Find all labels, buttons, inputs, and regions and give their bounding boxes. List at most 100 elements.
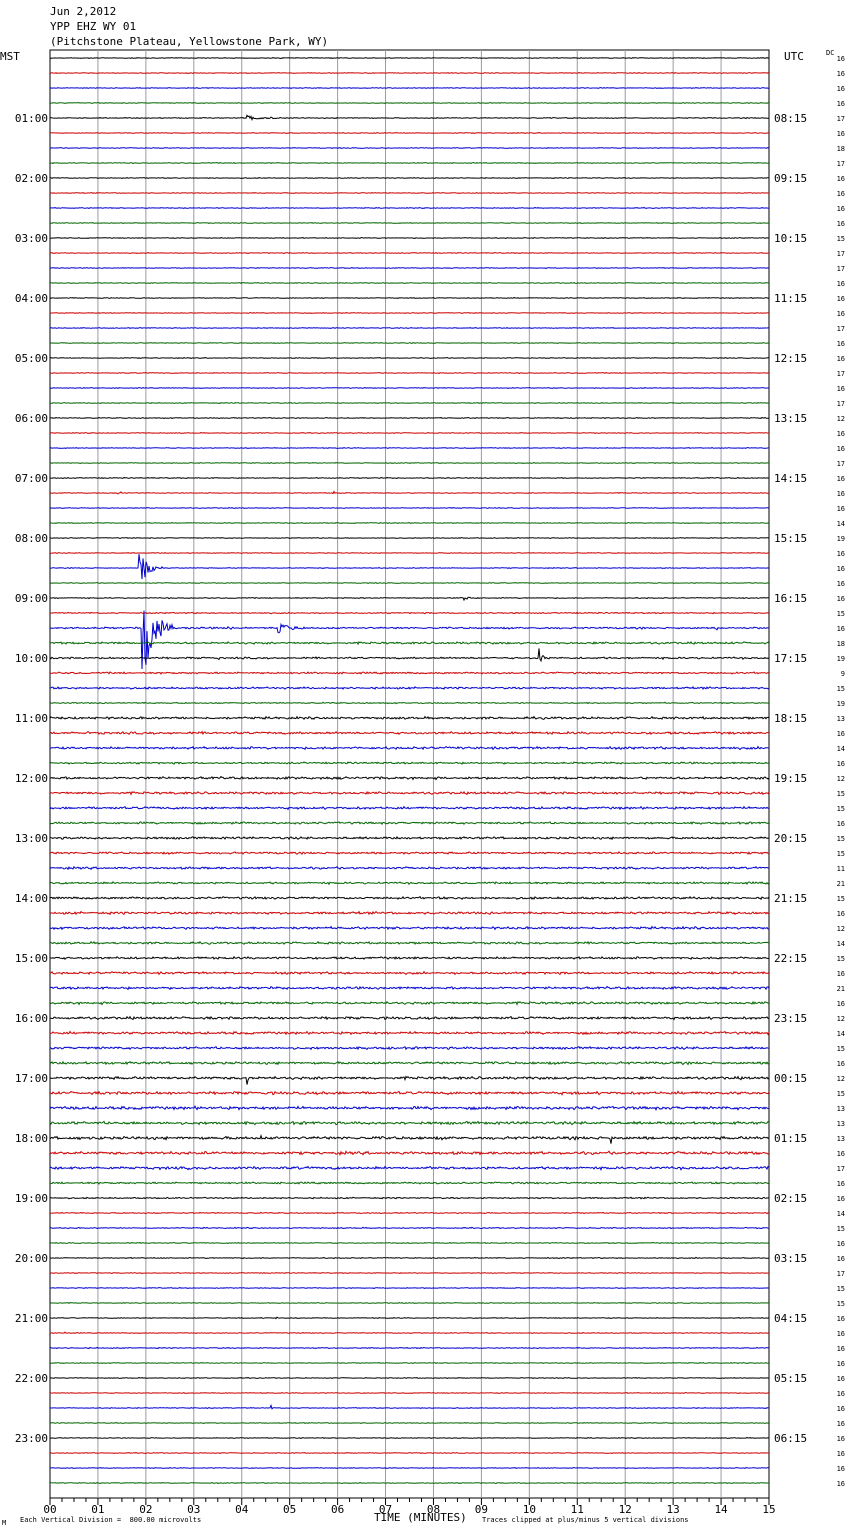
utc-hour-label: 06:15 — [774, 1432, 807, 1445]
trace-row-41 — [50, 671, 770, 675]
dc-offset-value: 14 — [837, 1210, 845, 1218]
dc-offset-value: 13 — [837, 1120, 845, 1128]
dc-offset-value: 15 — [837, 610, 845, 618]
dc-offset-value: 15 — [837, 685, 845, 693]
trace-row-25 — [49, 431, 770, 434]
utc-hour-label: 00:15 — [774, 1072, 807, 1085]
trace-row-89 — [49, 1392, 770, 1394]
dc-offset-value: 17 — [837, 1165, 845, 1173]
mst-hour-label: 22:00 — [15, 1372, 48, 1385]
dc-offset-value: 12 — [837, 1015, 845, 1023]
trace-row-68 — [49, 1075, 770, 1085]
x-tick-label: 09 — [475, 1503, 488, 1516]
dc-offset-value: 15 — [837, 1090, 845, 1098]
trace-row-5 — [49, 132, 770, 134]
trace-row-47 — [49, 761, 770, 765]
x-tick-label: 01 — [91, 1503, 104, 1516]
trace-row-36 — [50, 596, 770, 602]
dc-offset-value: 17 — [837, 115, 845, 123]
trace-row-44 — [49, 715, 770, 721]
mst-hour-label: 06:00 — [15, 412, 48, 425]
trace-row-90 — [49, 1403, 769, 1410]
dc-offset-value: 13 — [837, 715, 845, 723]
utc-hour-label: 23:15 — [774, 1012, 807, 1025]
dc-offset-value: 14 — [837, 1030, 845, 1038]
dc-offset-value: 16 — [837, 625, 845, 633]
trace-row-84 — [49, 1316, 770, 1320]
trace-row-64 — [50, 1015, 770, 1021]
dc-offset-value: 16 — [837, 760, 845, 768]
dc-offset-value: 17 — [837, 370, 845, 378]
mst-hour-label: 08:00 — [15, 532, 48, 545]
dc-offset-value: 14 — [837, 940, 845, 948]
trace-row-19 — [49, 342, 770, 344]
mst-hour-label: 09:00 — [15, 592, 48, 605]
trace-row-66 — [49, 1045, 770, 1051]
trace-row-40 — [49, 648, 770, 663]
x-tick-label: 13 — [667, 1503, 680, 1516]
trace-row-16 — [49, 296, 770, 299]
x-tick-label: 11 — [571, 1503, 584, 1516]
trace-row-1 — [49, 72, 770, 74]
x-tick-label: 00 — [43, 1503, 56, 1516]
plot-frame — [49, 49, 770, 1499]
trace-row-32 — [49, 537, 770, 539]
dc-offset-value: 16 — [837, 220, 845, 228]
dc-offset-value: 12 — [837, 775, 845, 783]
trace-row-92 — [49, 1436, 770, 1439]
trace-row-9 — [49, 192, 769, 194]
dc-offset-value: 16 — [837, 1465, 845, 1473]
dc-offset-value: 16 — [837, 355, 845, 363]
dc-offset-value: 16 — [837, 1480, 845, 1488]
trace-row-24 — [49, 416, 770, 420]
trace-row-49 — [49, 790, 770, 796]
trace-row-82 — [49, 1286, 769, 1290]
utc-hour-label: 20:15 — [774, 832, 807, 845]
dc-offset-value: 16 — [837, 910, 845, 918]
trace-row-45 — [49, 730, 769, 736]
mst-hour-label: 11:00 — [15, 712, 48, 725]
mst-hour-label: 23:00 — [15, 1432, 48, 1445]
utc-hour-label: 15:15 — [774, 532, 807, 545]
trace-row-28 — [49, 476, 770, 480]
trace-row-18 — [49, 327, 770, 329]
trace-row-11 — [50, 222, 770, 224]
trace-row-29 — [49, 490, 770, 495]
dc-offset-value: 16 — [837, 100, 845, 108]
dc-offset-value: 15 — [837, 1285, 845, 1293]
trace-row-12 — [49, 237, 770, 239]
utc-hour-label: 05:15 — [774, 1372, 807, 1385]
trace-row-67 — [49, 1060, 770, 1066]
dc-offset-value: 16 — [837, 175, 845, 183]
trace-row-30 — [49, 507, 770, 509]
dc-offset-value: 12 — [837, 415, 845, 423]
trace-row-79 — [49, 1241, 770, 1245]
utc-hour-label: 10:15 — [774, 232, 807, 245]
trace-row-15 — [49, 282, 770, 285]
dc-offset-value: 16 — [837, 310, 845, 318]
trace-row-17 — [49, 312, 770, 314]
trace-row-38 — [49, 610, 770, 670]
trace-row-54 — [49, 865, 770, 871]
dc-offset-value: 17 — [837, 400, 845, 408]
trace-row-14 — [49, 266, 770, 270]
x-tick-label: 05 — [283, 1503, 296, 1516]
trace-row-2 — [49, 87, 770, 89]
dc-offset-value: 21 — [837, 880, 845, 888]
trace-row-46 — [49, 745, 770, 751]
trace-row-88 — [49, 1376, 770, 1379]
trace-row-94 — [50, 1467, 770, 1469]
mst-hour-label: 02:00 — [15, 172, 48, 185]
dc-offset-value: 16 — [837, 1450, 845, 1458]
trace-row-81 — [49, 1271, 769, 1275]
dc-offset-value: 16 — [837, 70, 845, 78]
dc-offset-value: 17 — [837, 1270, 845, 1278]
trace-row-3 — [49, 102, 770, 104]
utc-hour-label: 12:15 — [774, 352, 807, 365]
plot-date: Jun 2,2012 — [50, 5, 117, 18]
utc-hour-label: 22:15 — [774, 952, 807, 965]
trace-row-63 — [49, 1000, 770, 1006]
x-tick-label: 12 — [619, 1503, 632, 1516]
trace-row-23 — [49, 402, 770, 404]
trace-row-86 — [49, 1346, 770, 1350]
